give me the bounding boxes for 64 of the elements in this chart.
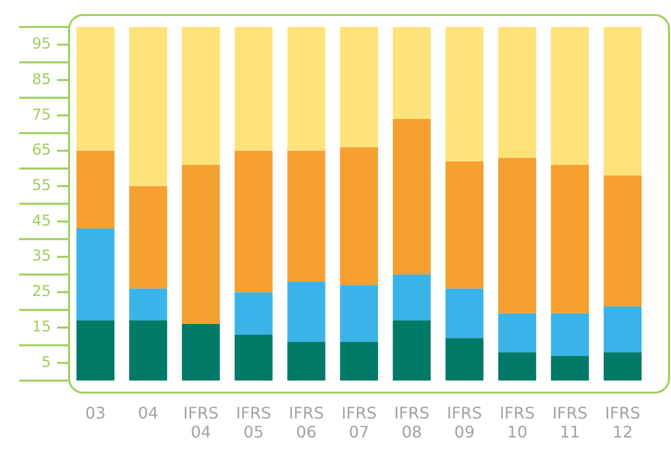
bar (234, 27, 273, 151)
bar (392, 27, 431, 119)
bar (340, 147, 378, 286)
x-tick-label: IFRS 07 (341, 403, 377, 442)
y-tick-label: 75 (32, 105, 52, 124)
bar (604, 306, 642, 352)
bar (498, 158, 536, 314)
x-tick-label: IFRS 04 (183, 403, 218, 442)
y-tick-label: 55 (32, 176, 52, 194)
bar (446, 27, 484, 162)
bar (287, 282, 326, 342)
x-tick-label: IFRS 05 (236, 403, 272, 442)
bar (550, 313, 589, 356)
bar (446, 338, 484, 381)
bar (76, 150, 114, 229)
bar (446, 288, 484, 338)
bar (340, 285, 378, 342)
x-tick-label: IFRS 12 (605, 403, 640, 442)
bar (498, 313, 536, 352)
y-tick-label: 95 (32, 34, 52, 53)
bar (392, 320, 431, 381)
y-tick-label: 35 (32, 246, 52, 265)
y-tick-label: 5 (42, 352, 52, 371)
y-tick-label: 45 (32, 211, 52, 230)
x-tick-label: IFRS 11 (552, 403, 588, 442)
bar (550, 164, 589, 314)
bar (182, 27, 220, 165)
y-tick-label: 25 (32, 282, 52, 300)
bar (129, 288, 168, 320)
bar (340, 27, 378, 148)
bar (550, 27, 589, 165)
bar (182, 164, 220, 324)
bar (129, 320, 168, 381)
bar (129, 186, 168, 289)
y-tick-label: 15 (32, 317, 52, 336)
bar (76, 228, 114, 320)
bar (182, 324, 220, 381)
bar (287, 27, 326, 151)
bar (234, 150, 273, 292)
bar (604, 352, 642, 381)
bar (446, 161, 484, 289)
x-tick-label: IFRS 10 (500, 403, 535, 442)
x-tick-label: 03 (85, 403, 106, 422)
bar (604, 27, 642, 176)
x-tick-label: IFRS 06 (288, 403, 324, 442)
bar (287, 342, 326, 381)
x-tick-label: IFRS 08 (394, 403, 430, 442)
x-tick-label: 04 (138, 403, 158, 422)
bar (234, 334, 273, 381)
x-tick-label: IFRS 09 (446, 403, 482, 442)
bar (604, 176, 642, 306)
bar (498, 27, 536, 158)
bar (550, 356, 589, 381)
bar (234, 292, 273, 335)
bar (392, 118, 431, 275)
bar (76, 27, 114, 151)
bar (392, 274, 431, 320)
y-tick-label: 85 (32, 70, 52, 88)
bar (287, 150, 326, 282)
bar (498, 352, 536, 381)
y-tick-label: 65 (32, 140, 52, 159)
bar (129, 27, 168, 186)
bar (340, 342, 378, 381)
bar (76, 320, 114, 381)
